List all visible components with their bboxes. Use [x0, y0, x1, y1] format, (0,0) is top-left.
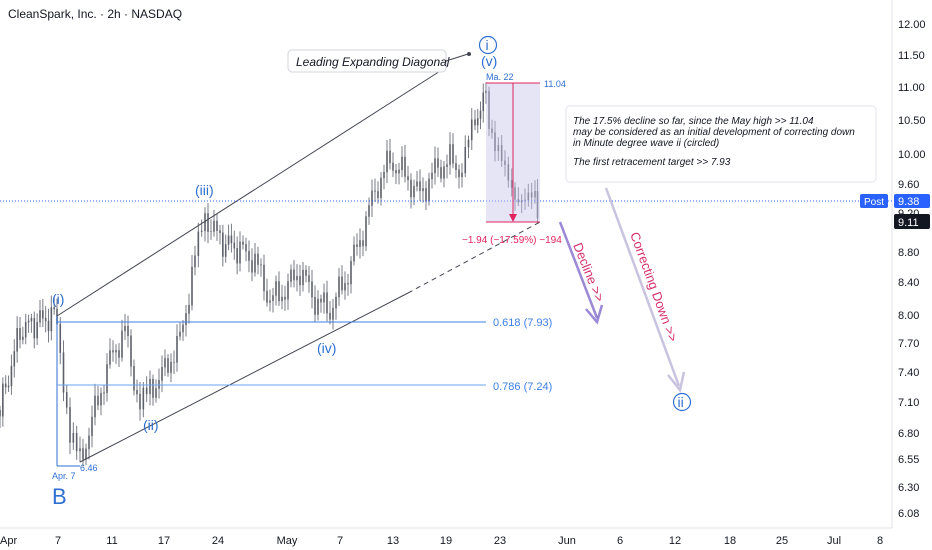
price-tick-label: 7.10: [898, 397, 919, 409]
diagonal-upper-line[interactable]: [56, 65, 449, 317]
post-price-value: 9.38: [898, 196, 919, 208]
time-axis[interactable]: Apr 7 11 17 24 May 7 13 19 23 Jun 6 12 18 25 Jul 8: [0, 535, 883, 547]
time-tick-label: Jul: [827, 535, 841, 547]
time-tick-label: 6: [617, 535, 623, 547]
post-price-badge: [894, 194, 930, 208]
time-tick-label: 18: [724, 535, 736, 547]
measure-label: −1.94 (−17.59%) −194: [462, 235, 562, 246]
price-tick-label: 6.08: [898, 508, 919, 520]
diagonal-lower-extension[interactable]: [407, 221, 541, 294]
decline-arrow-head: [585, 304, 604, 325]
price-tick-label: 8.40: [898, 277, 919, 289]
correcting-arrow-head: [667, 371, 686, 393]
time-tick-label: 23: [494, 535, 506, 547]
last-price-badge: [894, 214, 930, 229]
time-tick-label: 12: [669, 535, 681, 547]
decline-arrow-shaft[interactable]: [558, 221, 599, 319]
time-tick-label: 17: [158, 535, 170, 547]
callout-pointer: [445, 53, 469, 62]
time-tick-label: 25: [776, 535, 788, 547]
price-tick-label: 8.80: [898, 247, 919, 259]
time-tick-label: 24: [212, 535, 224, 547]
post-badge-label: Post: [864, 197, 884, 208]
note-line-4: The first retracement target >> 7.93: [573, 157, 731, 168]
time-tick-label: Apr: [0, 535, 17, 547]
chart-title: CleanSpark, Inc. · 2h · NASDAQ: [8, 7, 182, 21]
low-date-label: Apr. 7: [52, 471, 76, 481]
correcting-arrow-shaft[interactable]: [604, 187, 681, 387]
price-tick-label: 8.00: [898, 310, 919, 322]
time-tick-label: 7: [55, 535, 61, 547]
price-tick-label: 10.50: [898, 115, 926, 127]
time-tick-label: 8: [877, 535, 883, 547]
price-tick-label: 7.70: [898, 338, 919, 350]
wave-label-iv: (iv): [317, 340, 336, 356]
diagonal-lower-line[interactable]: [79, 292, 409, 463]
time-tick-label: 7: [337, 535, 343, 547]
price-tick-label: 10.00: [898, 149, 926, 161]
price-tick-label: 6.30: [898, 482, 919, 494]
price-tick-label: 11.50: [898, 50, 925, 62]
wave-circle-ii: [672, 392, 692, 412]
price-tick-label: 11.00: [898, 82, 925, 94]
fib-0786-label: 0.786 (7.24): [493, 381, 552, 393]
fib-0618-label: 0.618 (7.93): [493, 317, 552, 329]
wave-circle-i: [478, 35, 498, 55]
wave-label-circle-i: i: [486, 37, 489, 53]
time-tick-label: 19: [440, 535, 452, 547]
note-box[interactable]: [565, 105, 877, 183]
price-tick-label: 12.00: [898, 19, 926, 31]
time-tick-label: 11: [106, 535, 117, 547]
note-line-1: The 17.5% decline so far, since the May …: [573, 116, 814, 127]
price-tick-label: 6.55: [898, 454, 919, 466]
last-price-value: 9.11: [898, 217, 919, 229]
wave-label-b: B: [52, 484, 67, 509]
post-badge-tag: [860, 194, 888, 208]
time-tick-label: May: [277, 535, 298, 547]
wave-label-circle-ii: ii: [678, 394, 684, 410]
note-line-3: in Minute degree wave ii (circled): [573, 138, 719, 149]
wave-label-iii: (iii): [195, 182, 214, 198]
wave-label-i: (i): [52, 291, 64, 307]
callout-text: Leading Expanding Diagonal: [296, 55, 450, 69]
measure-arrow-head: [509, 214, 517, 222]
wave-label-ii: (ii): [143, 417, 159, 433]
low-value-label: 6.46: [80, 463, 98, 473]
note-line-2: may be considered as an initial developm…: [573, 127, 855, 138]
time-tick-label: 13: [387, 535, 399, 547]
callout-dot: [467, 52, 471, 56]
high-value-label: 11.04: [544, 79, 566, 89]
wave-label-v: (v): [481, 53, 497, 69]
price-tick-label: 9.60: [898, 179, 919, 191]
candlestick-series: [0, 82, 539, 467]
price-tick-label: 7.40: [898, 367, 919, 379]
high-date-label: Ma. 22: [486, 72, 514, 82]
price-tick-label: 6.80: [898, 428, 919, 440]
time-tick-label: Jun: [558, 535, 576, 547]
